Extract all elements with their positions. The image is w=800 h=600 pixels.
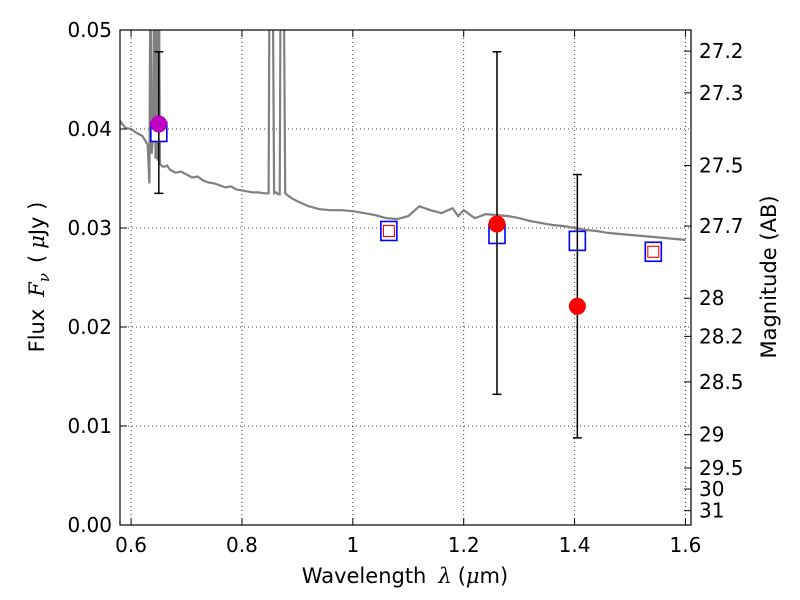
- magnitude-tick-label: 31: [699, 499, 724, 523]
- x-tick-label: 1.2: [448, 533, 480, 557]
- y-tick-label: 0.02: [67, 315, 112, 339]
- magnitude-tick-label: 27.3: [699, 81, 744, 105]
- y-axis-label: FluxFν(μJy ): [25, 202, 53, 353]
- x-tick-label: 0.6: [115, 533, 147, 557]
- y-axis-ticks: 0.00 0.01 0.02 0.03 0.04 0.05: [67, 18, 127, 537]
- magnitude-tick-label: 27.5: [699, 154, 744, 178]
- model-flux-square: [644, 241, 663, 263]
- y-tick-label: 0.04: [67, 117, 112, 141]
- plot-frame: [119, 29, 692, 526]
- model-flux-inner-square: [647, 245, 660, 258]
- y-tick-label: 0.01: [67, 414, 112, 438]
- model-flux-inner-square: [382, 224, 395, 238]
- observed-flux-point: [568, 297, 586, 315]
- x-tick-label: 1.6: [670, 533, 702, 557]
- magnitude-tick-label: 28.2: [699, 324, 744, 348]
- x-axis-label: Wavelength λ (μm): [302, 564, 508, 588]
- model-flux-square: [380, 220, 398, 242]
- magnitude-tick-label: 27.2: [699, 39, 744, 63]
- x-axis-ticks: 0.6 0.8 1 1.2 1.4 1.6: [115, 30, 701, 557]
- x-tick-label: 0.8: [226, 533, 258, 557]
- y-tick-label: 0.05: [67, 18, 112, 42]
- model-spectrum-line: [120, 30, 686, 241]
- x-tick-label: 1: [346, 533, 359, 557]
- observed-flux-point: [488, 215, 506, 233]
- model-photometry-points: [150, 121, 663, 263]
- y-tick-label: 0.00: [67, 513, 112, 537]
- x-tick-label: 1.4: [559, 533, 591, 557]
- magnitude-tick-label: 30: [699, 477, 724, 501]
- observed-photometry-points: [150, 51, 586, 439]
- magnitude-tick-label: 29: [699, 423, 724, 447]
- grid-lines: [120, 30, 691, 525]
- magnitude-tick-label: 29.5: [699, 456, 744, 480]
- magnitude-axis-label: Magnitude (AB): [757, 195, 781, 358]
- magnitude-tick-label: 28: [699, 286, 724, 310]
- magnitude-tick-label: 27.7: [699, 214, 744, 238]
- magnitude-tick-label: 28.5: [699, 370, 744, 394]
- y-tick-label: 0.03: [67, 216, 112, 240]
- observed-flux-point: [150, 115, 168, 133]
